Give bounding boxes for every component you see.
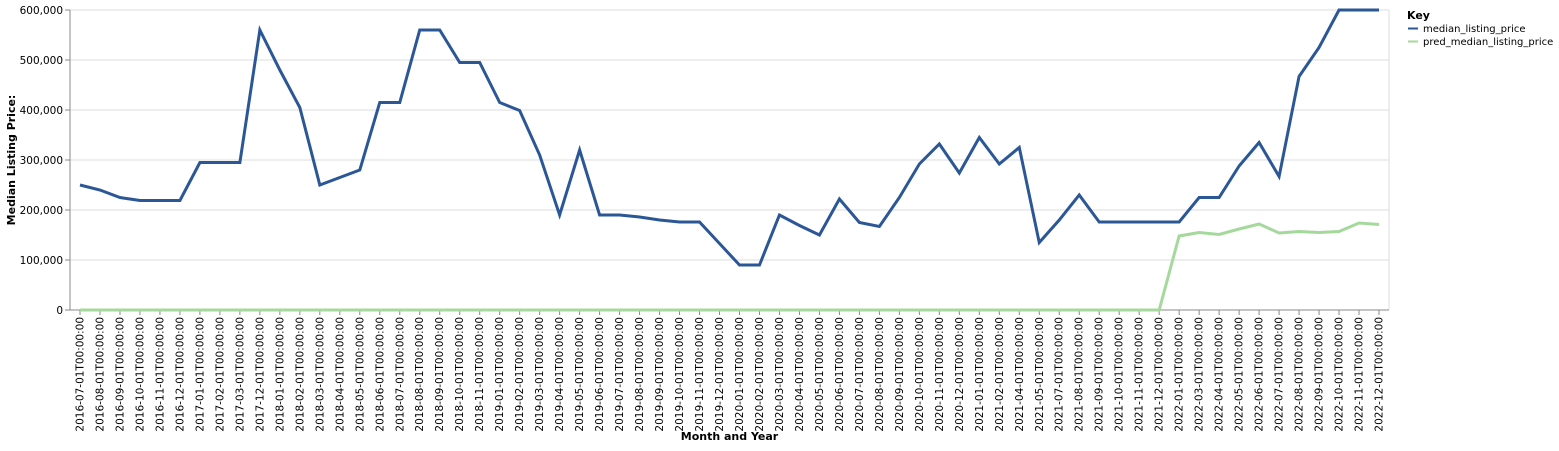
x-tick-label: 2022-09-01T00:00:00	[1314, 317, 1326, 432]
x-tick-label: 2022-06-01T00:00:00	[1254, 317, 1266, 432]
x-tick-label: 2018-05-01T00:00:00	[354, 317, 366, 432]
x-tick-label: 2018-07-01T00:00:00	[394, 317, 406, 432]
x-tick-label: 2020-04-01T00:00:00	[794, 317, 806, 432]
x-tick-label: 2022-05-01T00:00:00	[1234, 317, 1246, 432]
y-tick-label: 100,000	[20, 255, 63, 267]
x-tick-label: 2021-08-01T00:00:00	[1074, 317, 1086, 432]
x-tick-label: 2019-02-01T00:00:00	[514, 317, 526, 432]
x-axis-title: Month and Year	[681, 430, 779, 443]
y-tick-label: 400,000	[20, 105, 63, 117]
x-tick-label: 2016-10-01T00:00:00	[134, 317, 146, 432]
x-tick-label: 2019-08-01T00:00:00	[634, 317, 646, 432]
legend-title: Key	[1407, 9, 1430, 22]
x-tick-label: 2017-01-01T00:00:00	[194, 317, 206, 432]
x-tick-label: 2019-03-01T00:00:00	[534, 317, 546, 432]
x-tick-label: 2020-08-01T00:00:00	[874, 317, 886, 432]
x-tick-label: 2020-05-01T00:00:00	[814, 317, 826, 432]
x-tick-label: 2021-05-01T00:00:00	[1034, 317, 1046, 432]
x-tick-label: 2016-08-01T00:00:00	[94, 317, 106, 432]
x-tick-label: 2019-01-01T00:00:00	[494, 317, 506, 432]
x-tick-label: 2020-03-01T00:00:00	[774, 317, 786, 432]
x-tick-label: 2016-12-01T00:00:00	[174, 317, 186, 432]
x-tick-label: 2020-06-01T00:00:00	[834, 317, 846, 432]
x-tick-label: 2019-07-01T00:00:00	[614, 317, 626, 432]
x-tick-label: 2017-03-01T00:00:00	[234, 317, 246, 432]
x-tick-label: 2022-11-01T00:00:00	[1354, 317, 1366, 432]
x-tick-label: 2016-07-01T00:00:00	[75, 317, 87, 432]
x-tick-label: 2018-11-01T00:00:00	[474, 317, 486, 432]
x-tick-label: 2018-02-01T00:00:00	[294, 317, 306, 432]
x-tick-label: 2021-09-01T00:00:00	[1094, 317, 1106, 432]
x-tick-label: 2019-10-01T00:00:00	[674, 317, 686, 432]
x-tick-label: 2021-10-01T00:00:00	[1114, 317, 1126, 432]
x-tick-label: 2022-03-01T00:00:00	[1194, 317, 1206, 432]
x-tick-label: 2022-04-01T00:00:00	[1214, 317, 1226, 432]
x-tick-label: 2018-03-01T00:00:00	[314, 317, 326, 432]
y-tick-label: 600,000	[20, 5, 63, 17]
x-tick-label: 2021-12-01T00:00:00	[1154, 317, 1166, 432]
x-tick-label: 2019-05-01T00:00:00	[574, 317, 586, 432]
y-tick-label: 500,000	[20, 55, 63, 67]
x-tick-label: 2018-09-01T00:00:00	[434, 317, 446, 432]
y-tick-label: 200,000	[20, 205, 63, 217]
x-tick-label: 2022-01-01T00:00:00	[1174, 317, 1186, 432]
x-tick-label: 2022-08-01T00:00:00	[1294, 317, 1306, 432]
x-tick-label: 2021-02-01T00:00:00	[994, 317, 1006, 432]
x-tick-label: 2017-02-01T00:00:00	[214, 317, 226, 432]
x-tick-label: 2020-09-01T00:00:00	[894, 317, 906, 432]
x-tick-label: 2020-07-01T00:00:00	[854, 317, 866, 432]
x-tick-label: 2020-12-01T00:00:00	[954, 317, 966, 432]
y-tick-label: 300,000	[20, 155, 63, 167]
legend-label: pred_median_listing_price	[1423, 37, 1553, 48]
x-tick-label: 2020-10-01T00:00:00	[914, 317, 926, 432]
legend: Key median_listing_price pred_median_list…	[1407, 9, 1553, 48]
x-tick-label: 2018-10-01T00:00:00	[454, 317, 466, 432]
x-tick-label: 2021-07-01T00:00:00	[1054, 317, 1066, 432]
x-tick-label: 2018-04-01T00:00:00	[334, 317, 346, 432]
x-tick-label: 2021-01-01T00:00:00	[974, 317, 986, 432]
x-tick-label: 2019-09-01T00:00:00	[654, 317, 666, 432]
x-tick-label: 2020-01-01T00:00:00	[734, 317, 746, 432]
x-tick-label: 2018-01-01T00:00:00	[274, 317, 286, 432]
x-tick-label: 2022-10-01T00:00:00	[1334, 317, 1346, 432]
x-tick-label: 2016-11-01T00:00:00	[154, 317, 166, 432]
x-tick-label: 2017-12-01T00:00:00	[254, 317, 266, 432]
x-tick-label: 2019-06-01T00:00:00	[594, 317, 606, 432]
x-tick-label: 2019-11-01T00:00:00	[694, 317, 706, 432]
plot-area: 0 100,000 200,000 300,000 400,000 500,000 600,…	[20, 5, 1390, 432]
y-tick-label: 0	[56, 305, 63, 317]
x-tick-label: 2021-04-01T00:00:00	[1014, 317, 1026, 432]
x-tick-label: 2020-11-01T00:00:00	[934, 317, 946, 432]
series-line-pred-median-listing-price	[80, 221, 1380, 312]
x-tick-label: 2016-09-01T00:00:00	[114, 317, 126, 432]
x-tick-label: 2018-08-01T00:00:00	[414, 317, 426, 432]
x-tick-label: 2022-12-01T00:00:00	[1374, 317, 1386, 432]
legend-label: median_listing_price	[1423, 24, 1526, 35]
x-tick-label: 2019-04-01T00:00:00	[554, 317, 566, 432]
x-tick-label: 2019-12-01T00:00:00	[714, 317, 726, 432]
x-tick-label: 2018-06-01T00:00:00	[374, 317, 386, 432]
x-tick-label: 2021-11-01T00:00:00	[1134, 317, 1146, 432]
y-axis-title: Median Listing Price:	[5, 95, 18, 226]
series-line-median-listing-price	[79, 8, 1379, 267]
x-tick-label: 2022-07-01T00:00:00	[1274, 317, 1286, 432]
x-tick-label: 2020-02-01T00:00:00	[754, 317, 766, 432]
